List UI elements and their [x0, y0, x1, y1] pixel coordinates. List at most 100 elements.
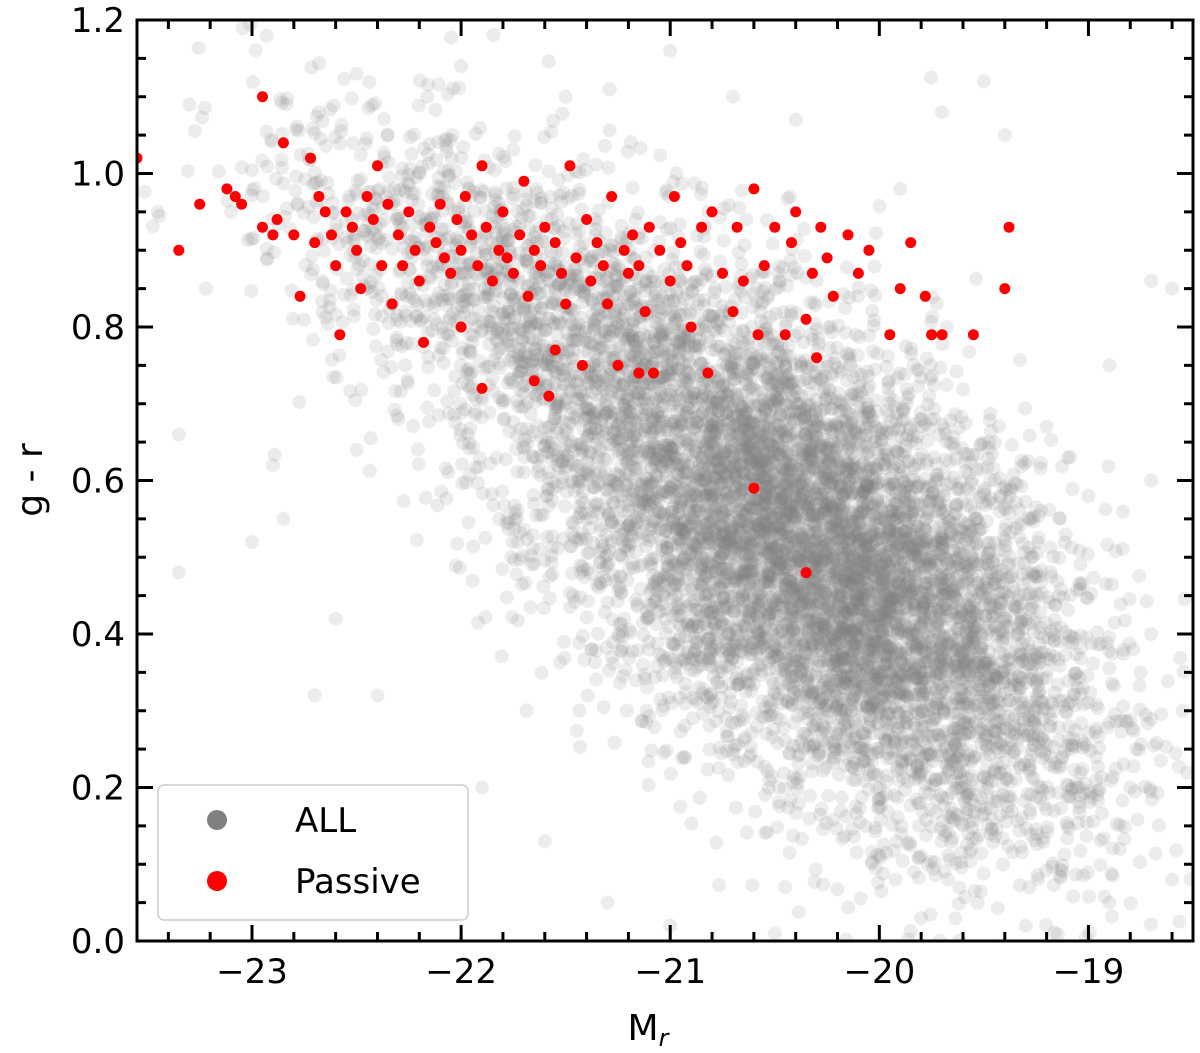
all-point: [1000, 805, 1015, 820]
all-point: [1143, 917, 1158, 932]
all-point: [1065, 481, 1080, 496]
all-point: [1037, 630, 1052, 645]
all-point: [853, 621, 868, 635]
all-point: [982, 413, 997, 428]
all-point: [747, 519, 762, 534]
all-point: [945, 437, 960, 452]
all-point: [635, 657, 650, 672]
all-point: [779, 315, 794, 330]
all-point: [748, 406, 763, 420]
all-point: [650, 636, 665, 651]
all-point: [882, 480, 897, 495]
all-point: [767, 446, 782, 461]
all-point: [784, 539, 799, 554]
all-point: [867, 506, 881, 521]
all-point: [740, 668, 755, 683]
all-point: [923, 770, 938, 785]
all-point: [700, 421, 714, 436]
all-point: [1068, 672, 1083, 687]
all-point: [709, 420, 724, 435]
all-point: [859, 478, 874, 493]
all-point: [960, 715, 975, 730]
all-point: [664, 695, 679, 710]
all-point: [836, 618, 850, 633]
all-point: [810, 597, 824, 612]
all-point: [960, 678, 975, 693]
all-point: [1028, 586, 1043, 601]
all-point: [1089, 721, 1103, 736]
all-point: [596, 539, 611, 554]
all-point: [803, 375, 818, 390]
all-point: [827, 565, 842, 579]
all-point: [733, 456, 748, 471]
all-point: [859, 575, 874, 590]
all-point: [1047, 685, 1062, 700]
all-point: [952, 737, 966, 752]
all-point: [779, 493, 794, 508]
all-point: [807, 365, 821, 380]
all-point: [1034, 620, 1048, 635]
all-point: [854, 554, 869, 569]
all-point: [980, 581, 995, 596]
all-point: [929, 683, 944, 698]
all-point: [801, 607, 815, 622]
all-point: [1073, 843, 1088, 858]
all-point: [872, 601, 887, 616]
all-point: [529, 316, 544, 331]
all-point: [815, 718, 830, 733]
all-point: [791, 325, 806, 340]
all-point: [784, 412, 799, 427]
all-point: [780, 560, 795, 574]
all-point: [899, 381, 914, 396]
all-point: [793, 474, 808, 489]
all-point: [1173, 651, 1188, 666]
all-point: [687, 644, 702, 659]
all-point: [954, 546, 969, 560]
all-point: [953, 682, 968, 697]
all-point: [887, 475, 902, 490]
all-point: [787, 426, 802, 441]
all-point: [1086, 570, 1101, 585]
all-point: [846, 548, 861, 563]
all-point: [711, 449, 726, 464]
all-point: [1017, 632, 1032, 647]
all-point: [580, 546, 595, 561]
all-point: [430, 265, 445, 280]
all-point: [771, 626, 786, 641]
all-point: [723, 537, 738, 552]
all-point: [929, 805, 944, 820]
all-point: [866, 613, 881, 628]
all-point: [971, 618, 985, 632]
all-point: [944, 809, 959, 824]
all-point: [797, 249, 812, 263]
all-point: [762, 773, 777, 788]
all-point: [827, 505, 842, 520]
all-point: [898, 512, 912, 527]
all-point: [765, 453, 780, 468]
all-point: [706, 694, 721, 709]
all-point: [852, 675, 867, 690]
all-point: [1007, 727, 1022, 742]
all-point: [1074, 733, 1089, 748]
all-point: [940, 567, 955, 582]
all-point: [943, 436, 958, 451]
all-point: [818, 673, 833, 688]
all-point: [748, 430, 763, 445]
all-point: [837, 692, 851, 706]
all-point: [773, 504, 788, 519]
all-point: [871, 715, 886, 730]
all-point: [695, 686, 710, 701]
all-point: [706, 424, 721, 439]
all-point: [648, 550, 663, 565]
all-point: [593, 517, 608, 532]
all-point: [759, 485, 774, 500]
all-point: [820, 634, 835, 648]
all-point: [768, 398, 783, 413]
all-point: [892, 685, 907, 700]
all-point: [674, 469, 689, 484]
all-point: [721, 626, 736, 641]
all-point: [762, 480, 777, 495]
all-point: [937, 517, 952, 532]
all-point: [811, 529, 826, 544]
all-point: [762, 449, 777, 464]
